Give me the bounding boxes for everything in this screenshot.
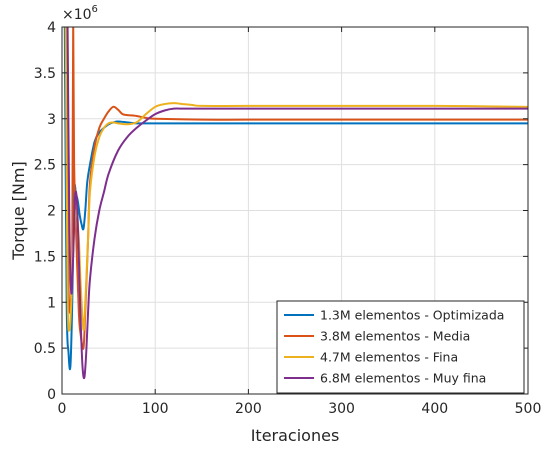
y-tick-label: 0.5: [34, 341, 56, 357]
x-axis: 0 100 200 300 400 500: [58, 27, 542, 417]
y-tick-label: 0: [47, 387, 56, 403]
x-tick-label: 500: [515, 401, 542, 417]
y-axis-label: Torque [Nm]: [9, 161, 28, 260]
series-line-4: [66, 27, 528, 380]
legend-entry: 1.3M elementos - Optimizada: [320, 308, 504, 323]
y-tick-label: 2: [47, 204, 56, 220]
y-tick-label: 3.5: [34, 66, 56, 82]
y-axis: 0 0.5 1 1.5 2 2.5 3 3.5 4: [34, 20, 528, 403]
y-axis-exponent: ×106: [62, 4, 98, 23]
x-axis-label: Iteraciones: [251, 426, 340, 445]
legend-entry: 6.8M elementos - Muy fina: [320, 371, 486, 386]
x-tick-label: 300: [328, 401, 355, 417]
x-tick-label: 200: [235, 401, 262, 417]
legend-box: [276, 300, 525, 394]
y-tick-label: 1.5: [34, 249, 56, 265]
legend: 1.3M elementos - Optimizada 3.8M elemento…: [276, 300, 525, 394]
series-layer: [63, 27, 528, 380]
x-tick-label: 400: [421, 401, 448, 417]
y-tick-label: 1: [47, 295, 56, 311]
y-tick-label: 2.5: [34, 158, 56, 174]
y-tick-label: 4: [47, 20, 56, 36]
x-tick-label: 100: [142, 401, 169, 417]
x-tick-label: 0: [58, 401, 67, 417]
legend-entry: 4.7M elementos - Fina: [320, 350, 458, 365]
legend-entry: 3.8M elementos - Media: [320, 329, 470, 344]
y-tick-label: 3: [47, 112, 56, 128]
series-line-1: [63, 27, 528, 371]
